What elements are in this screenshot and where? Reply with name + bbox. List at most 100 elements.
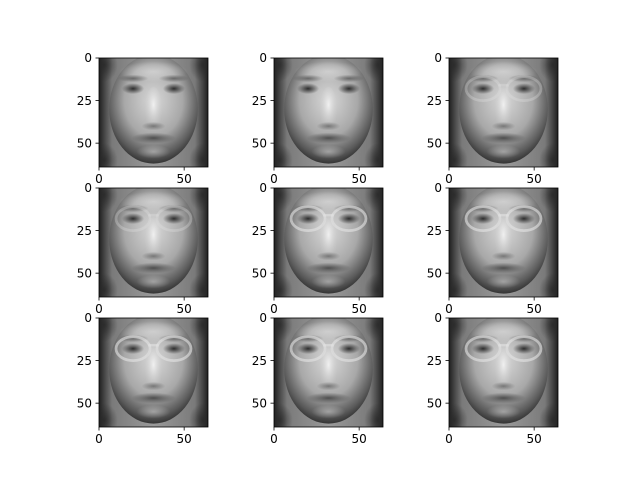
x-tick-label: 0 [95, 432, 103, 446]
nose-highlight [494, 216, 513, 262]
mouth [131, 132, 176, 144]
y-tick-label: 50 [427, 136, 442, 150]
x-tick-label: 50 [527, 302, 542, 316]
image-corner-shadow [539, 318, 558, 342]
y-tick-label: 0 [434, 51, 442, 65]
axes-frame [98, 57, 209, 168]
mouth [306, 262, 351, 274]
eye [471, 213, 495, 225]
face-image [99, 318, 208, 427]
nose-highlight [319, 86, 338, 132]
x-tick-label: 50 [352, 172, 367, 186]
eye [512, 213, 536, 225]
image-corner-shadow [99, 58, 118, 82]
face-image [99, 188, 208, 297]
y-tick-label: 25 [77, 94, 92, 108]
image-corner-shadow [449, 318, 468, 342]
chin-highlight [311, 404, 346, 419]
face-image [99, 58, 208, 167]
x-tick-label: 0 [95, 302, 103, 316]
x-tick-label: 50 [527, 172, 542, 186]
x-tick-label: 50 [177, 302, 192, 316]
nostril-shadow [316, 381, 341, 391]
y-tick-label: 0 [84, 51, 92, 65]
x-tick-label: 50 [352, 302, 367, 316]
image-corner-shadow [364, 273, 383, 297]
image-corner-shadow [364, 188, 383, 212]
image-corner-shadow [449, 188, 468, 212]
chin-highlight [136, 144, 171, 159]
eyebrow [158, 204, 190, 213]
image-corner-shadow [364, 318, 383, 342]
image-corner-shadow [189, 143, 208, 167]
eyebrow [467, 74, 499, 83]
y-tick-label: 0 [84, 181, 92, 195]
chin-highlight [486, 274, 521, 289]
nose-highlight [494, 346, 513, 392]
y-tick-label: 25 [427, 224, 442, 238]
image-corner-shadow [189, 58, 208, 82]
eyebrow [333, 74, 365, 83]
chin-highlight [486, 144, 521, 159]
image-corner-shadow [449, 403, 468, 427]
y-tick-label: 50 [252, 396, 267, 410]
axes-frame [448, 317, 559, 428]
subplot-9: 0 50 0 25 50 [427, 311, 559, 446]
subplots-layer: 0 50 0 25 50 0 50 0 25 50 0 50 0 25 50 0 50 0 25 50 0 50 0 25 50… [77, 51, 559, 446]
nostril-shadow [316, 251, 341, 261]
y-tick-label: 0 [434, 181, 442, 195]
y-tick-label: 25 [427, 354, 442, 368]
eyebrow [158, 74, 190, 83]
nostril-shadow [141, 381, 166, 391]
image-corner-shadow [539, 143, 558, 167]
eye [162, 343, 186, 355]
image-corner-shadow [274, 273, 293, 297]
y-tick-label: 25 [252, 354, 267, 368]
image-corner-shadow [274, 188, 293, 212]
image-corner-shadow [449, 58, 468, 82]
eye [337, 83, 361, 95]
chin-highlight [136, 404, 171, 419]
glasses-lens [464, 205, 502, 232]
y-tick-label: 50 [77, 396, 92, 410]
x-tick-label: 50 [352, 432, 367, 446]
subplot-5: 0 50 0 25 50 [252, 181, 384, 316]
face-image [274, 318, 383, 427]
x-tick-label: 0 [270, 432, 278, 446]
nostril-shadow [316, 121, 341, 131]
mouth [131, 392, 176, 404]
nose-highlight [144, 346, 163, 392]
face-image [449, 318, 558, 427]
image-corner-shadow [189, 273, 208, 297]
subplot-8: 0 50 0 25 50 [252, 311, 384, 446]
nostril-shadow [141, 251, 166, 261]
glasses-lens [114, 205, 152, 232]
y-tick-label: 50 [252, 136, 267, 150]
image-corner-shadow [99, 273, 118, 297]
axes-frame [98, 317, 209, 428]
glasses-lens [289, 335, 327, 362]
y-tick-label: 0 [259, 181, 267, 195]
eye [337, 343, 361, 355]
y-tick-label: 0 [259, 51, 267, 65]
image-corner-shadow [99, 188, 118, 212]
face-image [449, 58, 558, 167]
chin-highlight [311, 274, 346, 289]
glasses-lens [505, 205, 543, 232]
image-corner-shadow [189, 403, 208, 427]
eye [512, 83, 536, 95]
eye [471, 343, 495, 355]
x-tick-label: 0 [445, 302, 453, 316]
axes-frame [448, 187, 559, 298]
eye [162, 213, 186, 225]
glasses-lens [505, 75, 543, 102]
axes-frame [98, 187, 209, 298]
subplot-6: 0 50 0 25 50 [427, 181, 559, 316]
image-corner-shadow [364, 58, 383, 82]
axes-frame [273, 187, 384, 298]
image-corner-shadow [274, 143, 293, 167]
y-tick-label: 0 [434, 311, 442, 325]
eye [121, 83, 145, 95]
nostril-shadow [491, 381, 516, 391]
glasses-lens [330, 205, 368, 232]
